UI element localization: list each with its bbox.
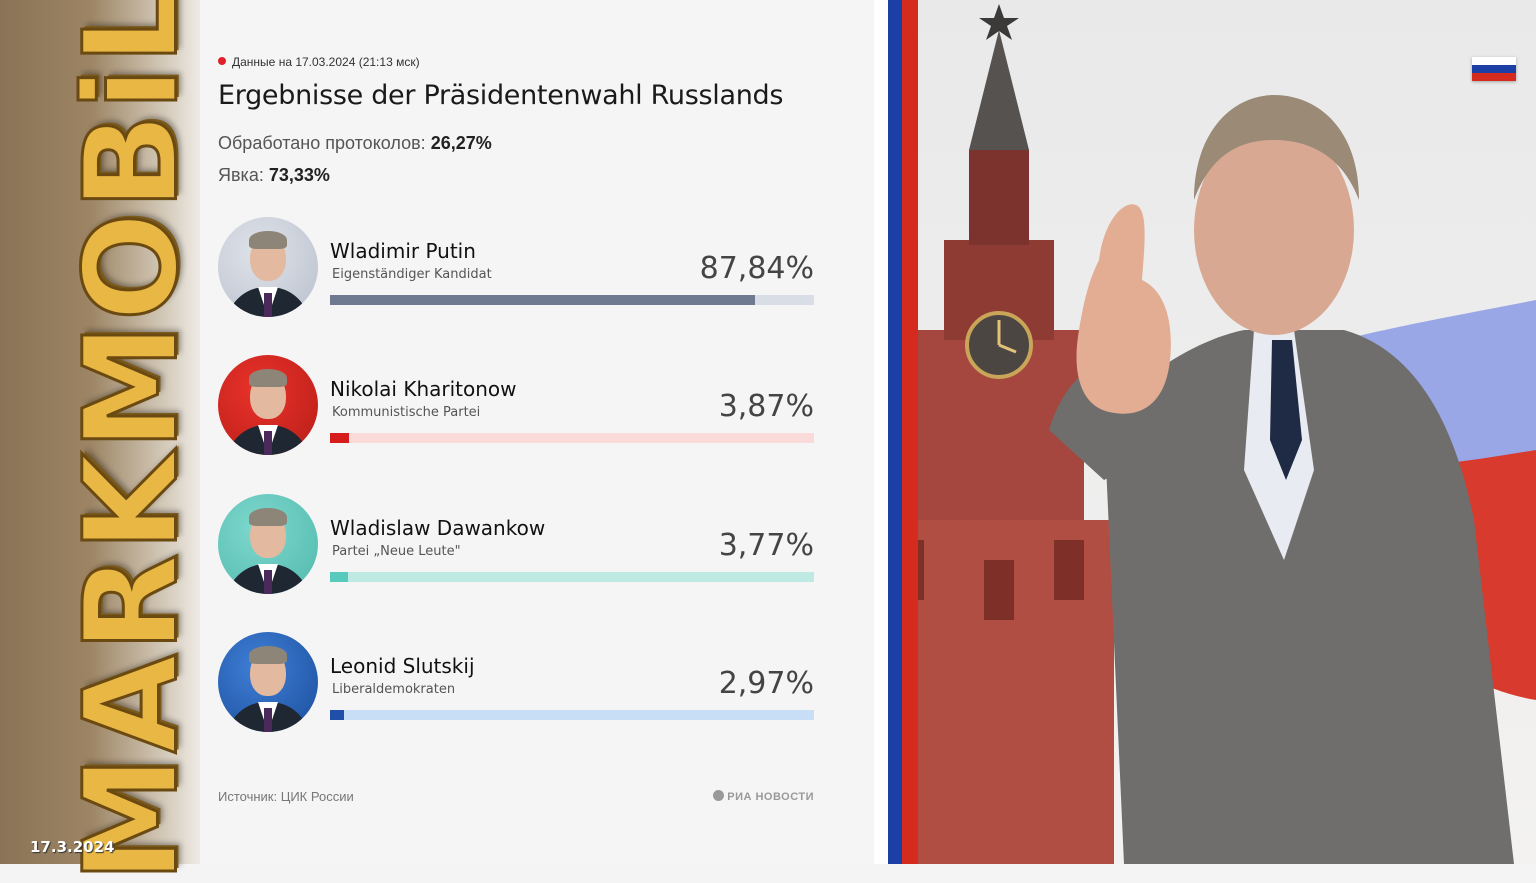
brand-date: 17.3.2024 — [30, 838, 115, 856]
kremlin-illustration — [874, 0, 1536, 864]
candidate-party: Eigenständiger Kandidat — [332, 267, 492, 282]
protocols-stat: Обработано протоколов: 26,27% — [218, 133, 492, 154]
candidate-photo — [218, 355, 318, 455]
result-bar-fill — [330, 572, 349, 582]
page-title: Ergebnisse der Präsidentenwahl Russlands — [218, 80, 784, 111]
candidate-row: Nikolai Kharitonow Kommunistische Partei 3… — [218, 355, 818, 465]
candidate-row: Leonid Slutskij Liberaldemokraten 2,97% — [218, 632, 818, 742]
result-bar-track — [330, 433, 814, 443]
result-bar-fill — [330, 433, 349, 443]
candidate-photo — [218, 632, 318, 732]
protocols-value: 26,27% — [430, 133, 492, 153]
stripe-white — [874, 0, 888, 864]
candidate-party: Kommunistische Partei — [332, 405, 481, 420]
result-bar-track — [330, 572, 814, 582]
data-timestamp-text: Данные на 17.03.2024 (21:13 мск) — [232, 55, 420, 69]
candidate-party: Partei „Neue Leute" — [332, 544, 461, 559]
agency-name: РИА НОВОСТИ — [727, 791, 814, 803]
result-bar-track — [330, 710, 814, 720]
result-bar-fill — [330, 295, 756, 305]
star-icon — [979, 4, 1019, 40]
candidate-name: Wladimir Putin — [330, 239, 476, 263]
candidate-percent: 2,97% — [718, 666, 814, 701]
candidate-percent: 87,84% — [699, 251, 814, 286]
brand-strip: MARKMOBiL 17.3.2024 — [0, 0, 208, 883]
protocols-label: Обработано протоколов: — [218, 133, 426, 153]
candidate-name: Leonid Slutskij — [330, 654, 475, 678]
candidate-name: Wladislaw Dawankow — [330, 516, 546, 540]
live-dot-icon — [218, 57, 226, 65]
artwork — [874, 0, 1536, 864]
portrait-figure — [1049, 95, 1514, 864]
data-timestamp: Данные на 17.03.2024 (21:13 мск) — [218, 55, 420, 69]
source-note: Источник: ЦИК России — [218, 789, 354, 804]
result-bar-fill — [330, 710, 345, 720]
candidate-party: Liberaldemokraten — [332, 682, 456, 697]
candidate-photo — [218, 494, 318, 594]
ria-logo-icon — [713, 790, 725, 801]
result-bar-track — [330, 295, 814, 305]
turnout-value: 73,33% — [268, 165, 330, 185]
turnout-stat: Явка: 73,33% — [218, 165, 330, 186]
stripe-red — [902, 0, 918, 864]
candidate-percent: 3,87% — [718, 389, 814, 424]
russia-flag-icon — [1472, 57, 1516, 81]
agency-logo: РИА НОВОСТИ — [713, 790, 814, 803]
candidate-row: Wladislaw Dawankow Partei „Neue Leute" 3,7… — [218, 494, 818, 604]
candidate-percent: 3,77% — [718, 528, 814, 563]
brand-wordmark: MARKMOBiL — [56, 0, 208, 883]
candidate-name: Nikolai Kharitonow — [330, 377, 517, 401]
results-panel: Данные на 17.03.2024 (21:13 мск) Ergebni… — [200, 0, 874, 864]
turnout-label: Явка: — [218, 165, 264, 185]
candidate-photo — [218, 217, 318, 317]
stripe-blue — [888, 0, 902, 864]
candidate-row: Wladimir Putin Eigenständiger Kandidat 87,… — [218, 217, 818, 327]
